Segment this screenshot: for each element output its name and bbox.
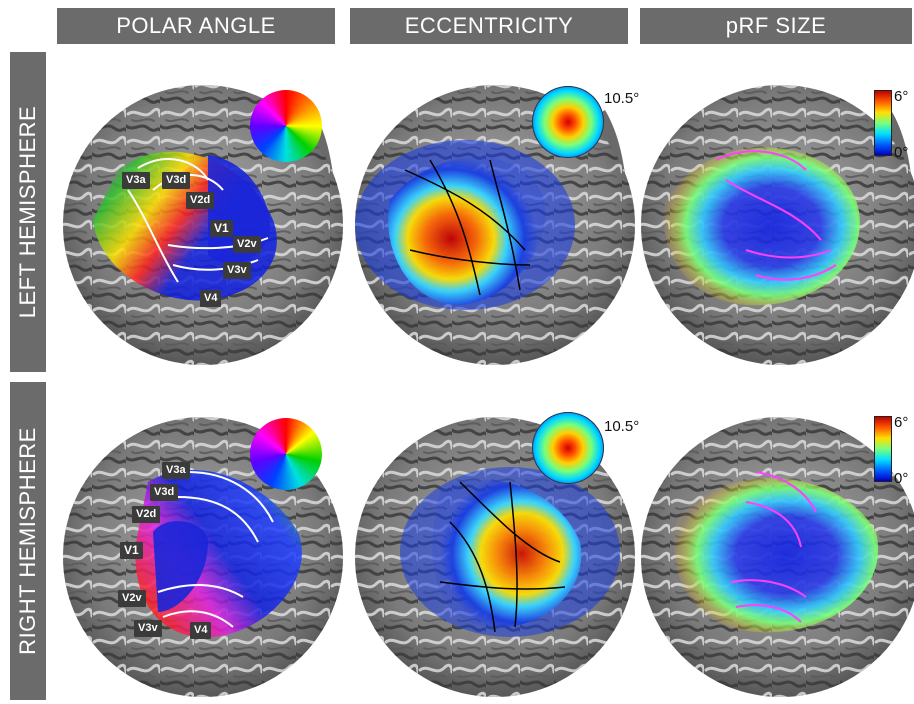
column-header-polar-angle: POLAR ANGLE <box>57 8 335 44</box>
roi-label-v3v: V3v <box>134 620 162 637</box>
column-header-text: ECCENTRICITY <box>404 13 574 38</box>
roi-label-v1: V1 <box>210 220 233 237</box>
prf-size-min-label: 0° <box>894 144 909 161</box>
row-header-text: LEFT HEMISPHERE <box>15 105 40 319</box>
eccentricity-max-label: 10.5° <box>604 90 640 107</box>
roi-label-v1: V1 <box>120 542 143 559</box>
prf-size-max-label: 6° <box>894 414 909 431</box>
column-header-text: pRF SIZE <box>725 13 827 38</box>
eccentricity-color-legend <box>532 412 604 484</box>
column-header-prf-size: pRF SIZE <box>640 8 912 44</box>
row-header-left-hemisphere: LEFT HEMISPHERE <box>10 52 46 372</box>
roi-label-v4: V4 <box>190 622 212 639</box>
polar-angle-color-wheel <box>250 418 322 490</box>
prf-size-colorbar <box>874 416 892 482</box>
roi-label-v3d: V3d <box>150 484 179 501</box>
roi-label-v4: V4 <box>200 290 222 307</box>
eccentricity-color-legend <box>532 86 604 158</box>
roi-label-v2d: V2d <box>186 192 215 209</box>
brain-surface-image <box>63 85 343 365</box>
brain-panel-left-polar-angle: V3a V3d V2d V1 V2v V3v V4 <box>58 50 348 370</box>
brain-panel-left-prf-size: 6° 0° <box>636 50 914 370</box>
column-header-text: POLAR ANGLE <box>116 13 276 38</box>
eccentricity-max-label: 10.5° <box>604 418 640 435</box>
prf-size-max-label: 6° <box>894 88 909 105</box>
roi-label-v3a: V3a <box>122 172 150 189</box>
roi-label-v2v: V2v <box>233 236 261 253</box>
brain-panel-right-eccentricity: 10.5° <box>350 382 640 702</box>
brain-surface-image <box>641 85 914 365</box>
brain-surface-image <box>355 417 635 697</box>
brain-panel-right-prf-size: 6° 0° <box>636 382 914 702</box>
roi-label-v3d: V3d <box>162 172 191 189</box>
brain-surface-image <box>641 417 914 697</box>
polar-angle-color-wheel <box>250 90 322 162</box>
roi-label-v2v: V2v <box>118 590 146 607</box>
column-header-eccentricity: ECCENTRICITY <box>350 8 628 44</box>
row-header-right-hemisphere: RIGHT HEMISPHERE <box>10 382 46 700</box>
brain-surface-image <box>355 85 635 365</box>
roi-label-v3a: V3a <box>162 462 190 479</box>
roi-label-v2d: V2d <box>132 506 161 523</box>
prf-size-min-label: 0° <box>894 470 909 487</box>
brain-panel-right-polar-angle: V3a V3d V2d V1 V2v V3v V4 <box>58 382 348 702</box>
brain-panel-left-eccentricity: 10.5° <box>350 50 640 370</box>
row-header-text: RIGHT HEMISPHERE <box>15 427 40 655</box>
prf-size-colorbar <box>874 90 892 156</box>
roi-label-v3v: V3v <box>223 262 251 279</box>
